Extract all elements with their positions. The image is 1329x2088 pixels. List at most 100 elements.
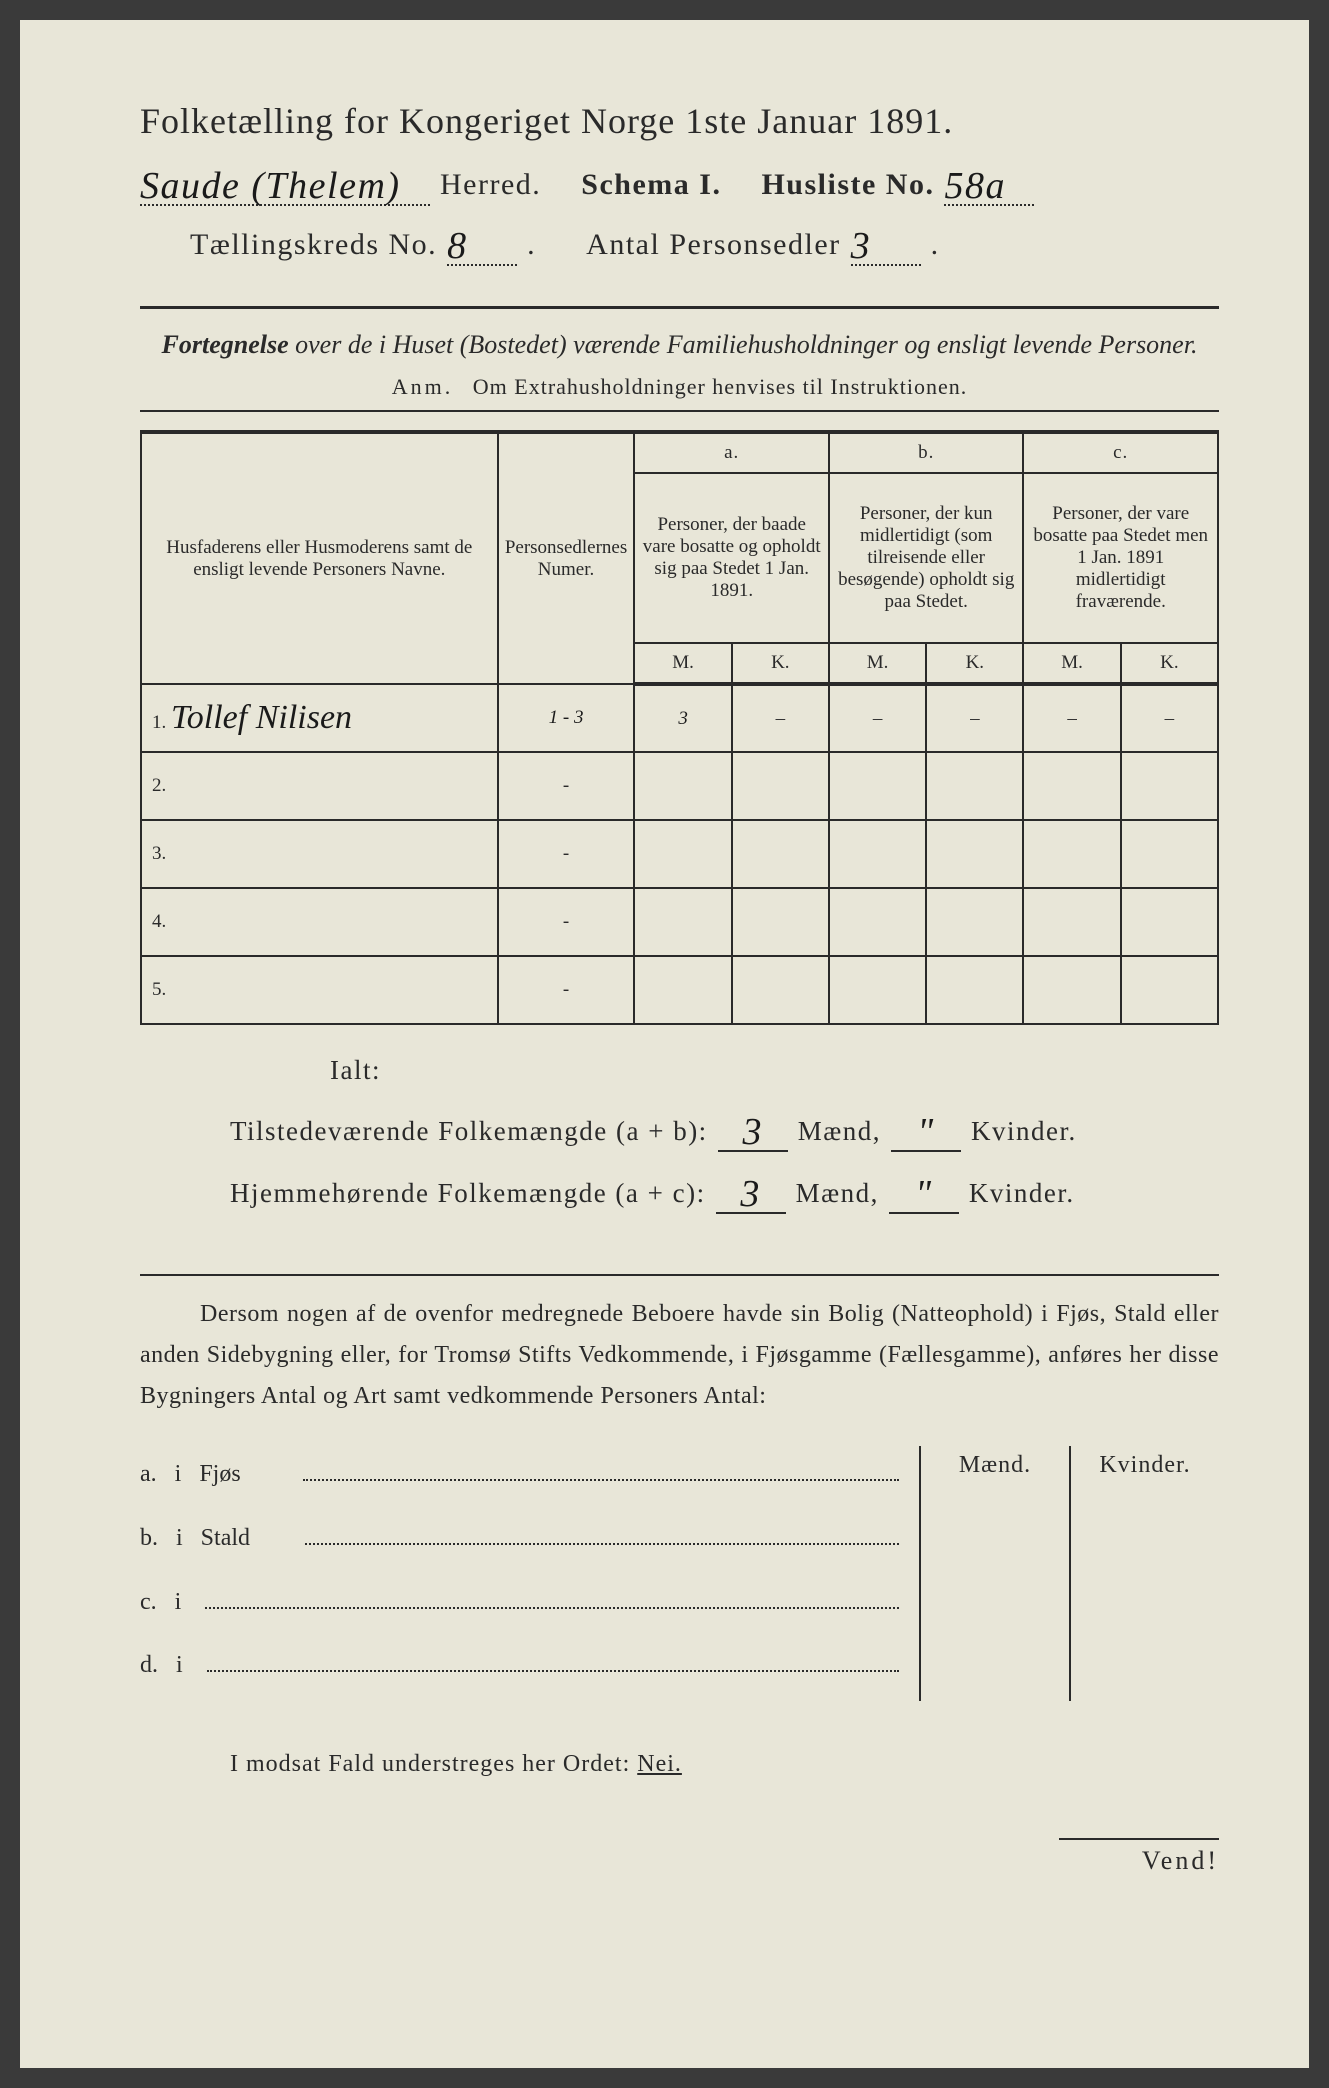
header-block: Folketælling for Kongeriget Norge 1ste J… xyxy=(140,100,1219,266)
main-title: Folketælling for Kongeriget Norge 1ste J… xyxy=(140,100,1219,142)
cell: - xyxy=(498,820,635,888)
row-i: i xyxy=(176,1510,183,1568)
table-body: 1. Tollef Nilisen 1 - 3 3 – – – – – 2. -… xyxy=(141,684,1218,1024)
antal-value: 3 xyxy=(851,224,872,268)
totals-val: " xyxy=(915,1172,932,1216)
antal-label: Antal Personsedler xyxy=(586,228,840,262)
cell: – xyxy=(732,684,829,752)
row-num: 1. xyxy=(152,712,166,733)
label-kvinder: Kvinder. xyxy=(971,1116,1077,1147)
instructions-paragraph: Dersom nogen af de ovenfor medregnede Be… xyxy=(140,1294,1219,1416)
table-row: 3. - xyxy=(141,820,1218,888)
row-i: i xyxy=(176,1637,183,1695)
table-row: 4. - xyxy=(141,888,1218,956)
cell: 3 xyxy=(634,684,731,752)
th-c-m: M. xyxy=(1023,643,1120,684)
th-b-m: M. xyxy=(829,643,926,684)
th-a-k: K. xyxy=(732,643,829,684)
row-num: 4. xyxy=(152,911,166,932)
cell: - xyxy=(498,888,635,956)
totals-val: 3 xyxy=(742,1110,763,1154)
kreds-label: Tællingskreds No. xyxy=(190,228,437,262)
dotted-line xyxy=(303,1475,899,1481)
cell: 1 - 3 xyxy=(498,684,635,752)
row-i: i xyxy=(175,1446,182,1504)
th-name: Husfaderens eller Husmoderens samt de en… xyxy=(141,432,498,684)
label-maend: Mænd, xyxy=(798,1116,881,1147)
label-kvinder: Kvinder. xyxy=(969,1178,1075,1209)
table-row: 2. - xyxy=(141,752,1218,820)
th-a-m: M. xyxy=(634,643,731,684)
nei-word: Nei. xyxy=(637,1751,682,1777)
herred-value: Saude (Thelem) xyxy=(140,164,401,208)
herred-line: Saude (Thelem) Herred. Schema I. Huslist… xyxy=(140,160,1219,206)
building-row: a. i Fjøs xyxy=(140,1446,899,1504)
divider xyxy=(140,306,1219,309)
husliste-value: 58a xyxy=(944,164,1006,208)
label-maend: Mænd, xyxy=(796,1178,879,1209)
cell: - xyxy=(498,956,635,1024)
row-num: 5. xyxy=(152,979,166,1000)
table-row: 5. - xyxy=(141,956,1218,1024)
census-form-page: Folketælling for Kongeriget Norge 1ste J… xyxy=(20,20,1309,2068)
table-row: 1. Tollef Nilisen 1 - 3 3 – – – – – xyxy=(141,684,1218,752)
row-letter: d. xyxy=(140,1637,158,1695)
totals-line-ac: Hjemmehørende Folkemængde (a + c): 3 Mæn… xyxy=(230,1168,1219,1214)
cell: – xyxy=(829,684,926,752)
totals-label: Hjemmehørende Folkemængde (a + c): xyxy=(230,1178,706,1209)
building-row: c. i xyxy=(140,1574,899,1632)
husliste-label: Husliste No. xyxy=(761,168,934,202)
kreds-line: Tællingskreds No. 8 . Antal Personsedler… xyxy=(140,220,1219,266)
dotted-line xyxy=(205,1603,899,1609)
row-i: i xyxy=(175,1574,182,1632)
totals-block: Ialt: Tilstedeværende Folkemængde (a + b… xyxy=(230,1055,1219,1214)
totals-val: 3 xyxy=(740,1172,761,1216)
building-list: a. i Fjøs b. i Stald c. i d. i xyxy=(140,1446,899,1700)
row-label: Stald xyxy=(201,1510,281,1568)
kreds-value: 8 xyxy=(447,224,468,268)
anm-text: Om Extrahusholdninger henvises til Instr… xyxy=(473,374,967,399)
cell: – xyxy=(926,684,1023,752)
building-row: d. i xyxy=(140,1637,899,1695)
census-table: Husfaderens eller Husmoderens samt de en… xyxy=(140,430,1219,1025)
dotted-line xyxy=(305,1539,899,1545)
th-a: Personer, der baade vare bosatte og opho… xyxy=(634,473,829,643)
schema-label: Schema I. xyxy=(581,168,721,202)
nei-line: I modsat Fald understreges her Ordet: Ne… xyxy=(230,1751,1219,1778)
ialt-label: Ialt: xyxy=(230,1055,1219,1086)
herred-label: Herred. xyxy=(440,168,541,202)
th-c-letter: c. xyxy=(1023,432,1218,473)
cell: – xyxy=(1023,684,1120,752)
row-num: 3. xyxy=(152,843,166,864)
vend-label: Vend! xyxy=(1059,1838,1219,1876)
subtitle-lead: Fortegnelse xyxy=(162,330,289,359)
dotted-line xyxy=(207,1666,899,1672)
row-letter: b. xyxy=(140,1510,158,1568)
subtitle-rest: over de i Huset (Bostedet) værende Famil… xyxy=(295,330,1197,359)
th-b-letter: b. xyxy=(829,432,1024,473)
annotation-line: Anm. Om Extrahusholdninger henvises til … xyxy=(140,374,1219,400)
row-label: Fjøs xyxy=(199,1446,279,1504)
th-c: Personer, der vare bosatte paa Stedet me… xyxy=(1023,473,1218,643)
col-kvinder: Kvinder. xyxy=(1071,1446,1219,1700)
cell: - xyxy=(498,752,635,820)
building-row: b. i Stald xyxy=(140,1510,899,1568)
totals-val: " xyxy=(917,1110,934,1154)
row-name: Tollef Nilisen xyxy=(171,699,352,736)
th-b-k: K. xyxy=(926,643,1023,684)
anm-label: Anm. xyxy=(392,374,454,399)
row-letter: a. xyxy=(140,1446,157,1504)
subtitle: Fortegnelse over de i Huset (Bostedet) v… xyxy=(140,325,1219,364)
mk-columns: Mænd. Kvinder. xyxy=(919,1446,1219,1700)
divider-thin xyxy=(140,410,1219,412)
divider-thin xyxy=(140,1274,1219,1276)
row-letter: c. xyxy=(140,1574,157,1632)
th-a-letter: a. xyxy=(634,432,829,473)
nei-text: I modsat Fald understreges her Ordet: xyxy=(230,1751,630,1777)
th-num: Personsedlernes Numer. xyxy=(498,432,635,684)
totals-label: Tilstedeværende Folkemængde (a + b): xyxy=(230,1116,708,1147)
col-maend: Mænd. xyxy=(921,1446,1071,1700)
th-b: Personer, der kun midlertidigt (som tilr… xyxy=(829,473,1024,643)
cell: – xyxy=(1121,684,1218,752)
totals-line-ab: Tilstedeværende Folkemængde (a + b): 3 M… xyxy=(230,1106,1219,1152)
